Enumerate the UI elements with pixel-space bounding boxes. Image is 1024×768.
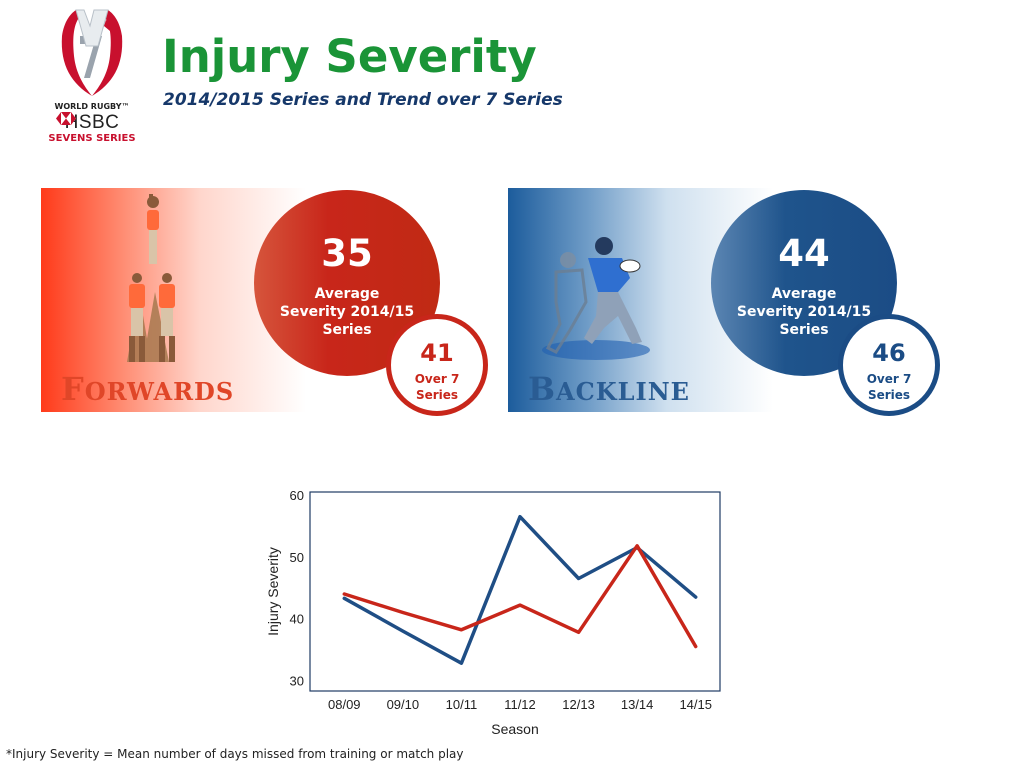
- forwards-average-value: 35: [321, 232, 373, 275]
- x-tick-label: 08/09: [328, 697, 361, 712]
- backline-label-initial: B: [528, 370, 557, 408]
- backline-over7-line2: Series: [867, 388, 911, 402]
- x-tick-label: 13/14: [621, 697, 654, 712]
- backline-average-label-line2: Severity 2014/15: [736, 304, 872, 320]
- sevens-logo-icon: [61, 9, 123, 96]
- backline-over7-circle: 46 Over 7 Series: [838, 314, 940, 416]
- backline-average-label-line1: Average: [771, 286, 837, 302]
- x-axis-label: Season: [491, 721, 538, 737]
- injury-severity-line-chart: 30 40 50 60 08/09 09/10 10/11 11/12 12/13 13/14 14…: [265, 488, 721, 737]
- forwards-label: FORWARDS: [61, 370, 234, 408]
- forwards-label-initial: F: [61, 370, 85, 408]
- x-tick-label: 11/12: [504, 697, 536, 712]
- tackle-players-icon: [542, 237, 650, 360]
- lineout-players-icon: [127, 194, 175, 362]
- sevens-series-text: SEVENS SERIES: [48, 133, 136, 144]
- x-tick-label: 10/11: [446, 697, 478, 712]
- backline-label: BACKLINE: [528, 370, 690, 408]
- x-tick-label: 12/13: [562, 697, 595, 712]
- backline-average-value: 44: [778, 232, 830, 275]
- world-rugby-sevens-logo: WORLD RUGBY™ HSBC SEVENS SERIES: [42, 6, 142, 146]
- backline-over7-label: Over 7 Series: [843, 371, 935, 403]
- backline-label-rest: ACKLINE: [556, 377, 690, 406]
- backline-over7-line1: Over 7: [866, 372, 912, 386]
- series-line-1: [342, 514, 698, 665]
- y-tick-label: 30: [290, 673, 304, 688]
- y-axis-label: Injury Severity: [265, 547, 281, 636]
- forwards-average-label-line2: Severity 2014/15: [279, 304, 415, 320]
- backline-average-label-line3: Series: [779, 322, 829, 338]
- forwards-over7-value: 41: [420, 339, 454, 367]
- y-tick-label: 50: [290, 550, 304, 565]
- backline-average-label: Average Severity 2014/15 Series: [711, 285, 897, 339]
- forwards-over7-circle: 41 Over 7 Series: [386, 314, 488, 416]
- forwards-average-label-line3: Series: [322, 322, 372, 338]
- footnote: *Injury Severity = Mean number of days m…: [6, 747, 464, 761]
- page-subtitle: 2014/2015 Series and Trend over 7 Series: [163, 90, 563, 110]
- x-tick-label: 09/10: [387, 697, 420, 712]
- hsbc-hexagon-icon: [56, 112, 76, 125]
- forwards-label-rest: ORWARDS: [84, 377, 235, 406]
- page-title: Injury Severity: [162, 30, 537, 83]
- series-line-2: [342, 544, 698, 649]
- hsbc-text: HSBC: [42, 112, 142, 134]
- forwards-over7-line2: Series: [415, 388, 459, 402]
- forwards-average-label-line1: Average: [314, 286, 380, 302]
- world-rugby-text: WORLD RUGBY™: [54, 102, 130, 111]
- forwards-over7-line1: Over 7: [414, 372, 460, 386]
- y-tick-label: 40: [290, 612, 304, 627]
- backline-over7-value: 46: [872, 339, 906, 367]
- forwards-over7-label: Over 7 Series: [391, 371, 483, 403]
- x-tick-label: 14/15: [679, 697, 712, 712]
- y-tick-label: 60: [290, 488, 304, 503]
- forwards-average-label: Average Severity 2014/15 Series: [254, 285, 440, 339]
- hsbc-label: HSBC: [64, 112, 120, 133]
- plot-frame: [309, 491, 721, 692]
